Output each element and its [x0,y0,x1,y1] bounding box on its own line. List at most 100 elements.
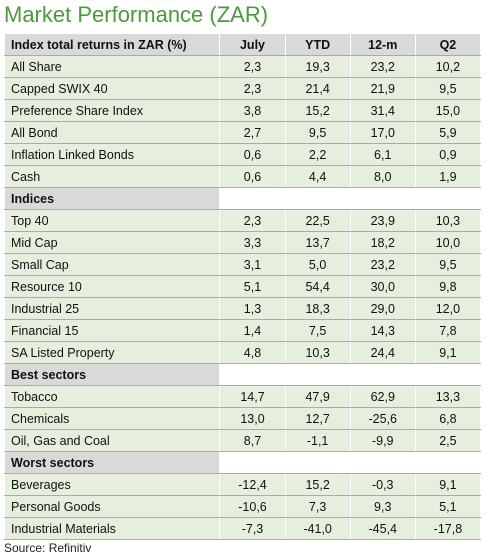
value-cell: -1,1 [284,429,351,452]
value-cell: 10,0 [414,231,482,254]
data-row: Small Cap 3,1 5,0 23,2 9,5 [3,253,482,276]
value-cell: 62,9 [349,385,416,408]
value-cell: -45,4 [349,517,416,540]
data-row: Preference Share Index 3,8 15,2 31,4 15,0 [3,99,482,122]
data-row: Industrial Materials -7,3 -41,0 -45,4 -17,8 [3,517,482,540]
value-cell: 0,9 [414,143,482,166]
value-cell: 7,3 [284,495,351,518]
value-cell: 6,1 [349,143,416,166]
value-cell: 24,4 [349,341,416,364]
value-cell: 2,3 [219,209,286,232]
column-header: 12-m [349,33,416,56]
data-row: SA Listed Property 4,8 10,3 24,4 9,1 [3,341,482,364]
value-cell: 12,0 [414,297,482,320]
value-cell: 9,8 [414,275,482,298]
value-cell: 9,5 [414,77,482,100]
section-label: Worst sectors [3,451,221,474]
section-blank [284,187,351,210]
data-row: Inflation Linked Bonds 0,6 2,2 6,1 0,9 [3,143,482,166]
section-blank [349,451,416,474]
row-label: Cash [3,165,221,188]
value-cell: 1,9 [414,165,482,188]
value-cell: 9,5 [284,121,351,144]
data-row: Industrial 25 1,3 18,3 29,0 12,0 [3,297,482,320]
value-cell: 3,8 [219,99,286,122]
header-row: Index total returns in ZAR (%) July YTD 12-… [3,33,482,56]
value-cell: 13,3 [414,385,482,408]
column-header: July [219,33,286,56]
data-row: Oil, Gas and Coal 8,7 -1,1 -9,9 2,5 [3,429,482,452]
value-cell: 13,7 [284,231,351,254]
data-row: Personal Goods -10,6 7,3 9,3 5,1 [3,495,482,518]
row-label: Tobacco [3,385,221,408]
value-cell: 10,3 [414,209,482,232]
value-cell: 7,8 [414,319,482,342]
value-cell: 13,0 [219,407,286,430]
value-cell: 54,4 [284,275,351,298]
section-blank [414,187,482,210]
section-blank [349,363,416,386]
section-label: Best sectors [3,363,221,386]
value-cell: 1,4 [219,319,286,342]
row-label: Mid Cap [3,231,221,254]
section-row: Best sectors [3,363,482,386]
value-cell: 9,3 [349,495,416,518]
value-cell: 14,7 [219,385,286,408]
section-blank [219,451,286,474]
value-cell: 23,9 [349,209,416,232]
value-cell: 30,0 [349,275,416,298]
value-cell: 3,3 [219,231,286,254]
value-cell: 15,2 [284,99,351,122]
value-cell: 5,0 [284,253,351,276]
data-row: All Bond 2,7 9,5 17,0 5,9 [3,121,482,144]
data-row: Top 40 2,3 22,5 23,9 10,3 [3,209,482,232]
value-cell: 8,0 [349,165,416,188]
section-blank [414,363,482,386]
value-cell: 5,1 [219,275,286,298]
value-cell: -25,6 [349,407,416,430]
row-label: Industrial 25 [3,297,221,320]
row-label: Resource 10 [3,275,221,298]
value-cell: 2,2 [284,143,351,166]
section-row: Worst sectors [3,451,482,474]
value-cell: 18,2 [349,231,416,254]
row-label: Top 40 [3,209,221,232]
value-cell: 0,6 [219,165,286,188]
value-cell: 9,1 [414,473,482,496]
value-cell: 31,4 [349,99,416,122]
row-label: Industrial Materials [3,517,221,540]
value-cell: 9,5 [414,253,482,276]
value-cell: 15,2 [284,473,351,496]
value-cell: -0,3 [349,473,416,496]
row-label: All Bond [3,121,221,144]
row-label: Oil, Gas and Coal [3,429,221,452]
row-label: Preference Share Index [3,99,221,122]
value-cell: -10,6 [219,495,286,518]
section-blank [284,451,351,474]
value-cell: 12,7 [284,407,351,430]
value-cell: 2,7 [219,121,286,144]
row-label: Personal Goods [3,495,221,518]
data-row: Mid Cap 3,3 13,7 18,2 10,0 [3,231,482,254]
value-cell: 21,9 [349,77,416,100]
value-cell: 4,8 [219,341,286,364]
section-blank [284,363,351,386]
data-row: All Share 2,3 19,3 23,2 10,2 [3,55,482,78]
value-cell: 14,3 [349,319,416,342]
value-cell: 10,2 [414,55,482,78]
data-row: Beverages -12,4 15,2 -0,3 9,1 [3,473,482,496]
value-cell: 21,4 [284,77,351,100]
value-cell: 2,5 [414,429,482,452]
section-blank [219,187,286,210]
value-cell: 29,0 [349,297,416,320]
row-label: SA Listed Property [3,341,221,364]
value-cell: 4,4 [284,165,351,188]
row-label: Inflation Linked Bonds [3,143,221,166]
value-cell: 8,7 [219,429,286,452]
value-cell: 2,3 [219,55,286,78]
value-cell: 5,9 [414,121,482,144]
row-label: Small Cap [3,253,221,276]
value-cell: 47,9 [284,385,351,408]
value-cell: 22,5 [284,209,351,232]
